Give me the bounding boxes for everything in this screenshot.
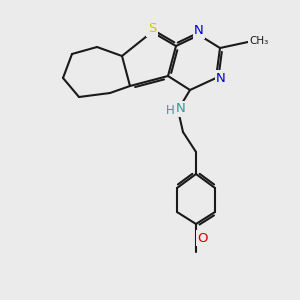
Text: CH₃: CH₃ [249,36,268,46]
Text: H: H [166,104,174,118]
Text: N: N [216,71,226,85]
Text: N: N [194,25,204,38]
Text: N: N [176,103,186,116]
Text: O: O [198,232,208,244]
Text: S: S [148,22,156,35]
